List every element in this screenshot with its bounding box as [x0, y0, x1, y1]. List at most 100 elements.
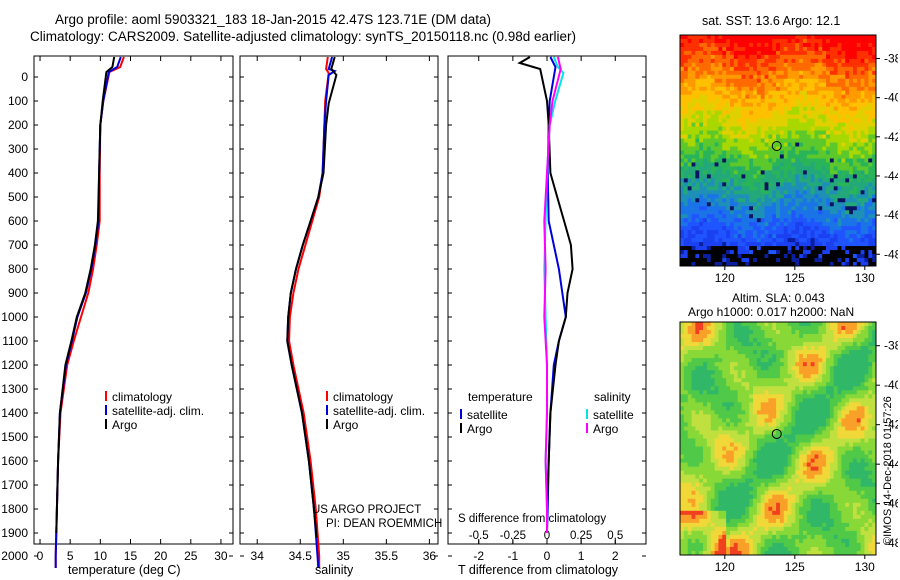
sst-map-cell: [753, 238, 758, 243]
sla-map-cell: [703, 454, 708, 459]
sst-map-cell: [826, 154, 831, 159]
sst-map-cell: [714, 246, 719, 251]
sst-map-cell: [779, 74, 785, 80]
sst-map-cell: [856, 194, 862, 199]
sst-map-cell: [822, 98, 827, 104]
sla-map-cell: [837, 374, 842, 379]
sst-map-cell: [703, 142, 708, 147]
sst-map-cell: [714, 170, 719, 175]
sst-map-cell: [687, 78, 692, 84]
depth-tick-label: 100: [8, 94, 28, 108]
sst-map-cell: [683, 262, 689, 267]
sla-map-cell: [714, 362, 719, 367]
sst-map-cell: [806, 74, 812, 80]
sst-map-cell: [837, 170, 842, 175]
sla-map-cell: [860, 410, 865, 415]
sst-map-cell: [845, 170, 850, 175]
sla-map-cell: [802, 434, 808, 439]
sla-map-cell: [837, 414, 842, 419]
sst-map-cell: [810, 130, 815, 135]
sst-map-cell: [845, 242, 850, 247]
sla-map-cell: [710, 442, 715, 447]
sst-map-cell: [687, 138, 692, 143]
sla-map-cell: [810, 398, 815, 403]
sst-map-cell: [802, 194, 808, 199]
sst-map-cell: [799, 234, 804, 239]
sst-map-cell: [718, 194, 723, 199]
sla-map-cell: [680, 418, 685, 423]
sst-map-cell: [818, 42, 823, 48]
sst-map-cell: [680, 262, 685, 267]
sst-map-cell: [864, 254, 869, 259]
sst-map-cell: [753, 58, 758, 64]
sla-map-cell: [806, 418, 812, 423]
sla-map-cell: [868, 446, 873, 451]
s-diff-xtick-label: 0.25: [570, 530, 592, 542]
sst-map-cell: [849, 242, 854, 247]
sla-map-cell: [849, 386, 854, 391]
sst-map-cell: [783, 142, 788, 147]
sst-map-cell: [856, 154, 862, 159]
sst-map-cell: [787, 166, 792, 171]
sla-map-cell: [787, 422, 792, 427]
sst-map-cell: [795, 154, 800, 159]
sst-map-cell: [822, 50, 827, 56]
sst-map-cell: [710, 150, 715, 155]
sla-map-cell: [691, 378, 696, 383]
sla-map-cell: [868, 438, 873, 443]
sst-map-cell: [776, 90, 781, 96]
sst-map-cell: [872, 130, 877, 135]
sla-map-cell: [787, 382, 792, 387]
sla-map-cell: [852, 370, 858, 375]
sst-map-cell: [726, 98, 731, 104]
sst-map-cell: [680, 94, 685, 100]
sla-map-cell: [722, 366, 727, 371]
sst-map-cell: [829, 162, 835, 167]
sst-map-cell: [849, 210, 854, 215]
sst-map-ytick-label: -40: [884, 91, 898, 105]
sst-map-cell: [768, 158, 773, 163]
sst-map-cell: [868, 166, 873, 171]
sst-map-cell: [841, 38, 846, 44]
sst-map-cell: [714, 146, 719, 151]
sst-map-cell: [852, 238, 858, 243]
sla-map-cell: [822, 454, 827, 459]
sla-map-cell: [737, 450, 742, 455]
sst-map-cell: [841, 70, 846, 76]
sst-map-cell: [822, 186, 827, 191]
sst-map-cell: [733, 254, 739, 259]
sst-map-cell: [795, 194, 800, 199]
sst-map-cell: [749, 90, 754, 96]
sst-map-cell: [864, 78, 869, 84]
sst-map-cell: [818, 178, 823, 183]
sla-map-cell: [683, 442, 689, 447]
sla-map-cell: [764, 398, 769, 403]
sla-map-cell: [829, 434, 835, 439]
sla-map-cell: [695, 446, 700, 451]
sst-map-cell: [706, 258, 712, 263]
sst-map-cell: [856, 98, 862, 104]
sst-map-cell: [802, 222, 808, 227]
sst-map-cell: [776, 130, 781, 135]
sla-map-cell: [841, 346, 846, 351]
sst-map-cell: [745, 154, 750, 159]
sla-map-cell: [741, 422, 746, 427]
sla-map-cell: [741, 354, 746, 359]
sst-map-cell: [814, 66, 819, 72]
sla-map-cell: [741, 330, 746, 335]
sst-map-cell: [772, 202, 777, 207]
sla-map-cell: [826, 338, 831, 343]
sla-map-cell: [695, 334, 700, 339]
sst-map-cell: [802, 234, 808, 239]
sst-map-cell: [864, 210, 869, 215]
sst-map-cell: [806, 206, 812, 211]
sst-map-cell: [829, 102, 835, 108]
sla-map-cell: [737, 426, 742, 431]
sst-map-cell: [833, 146, 838, 151]
sst-map-cell: [829, 86, 835, 92]
sst-map-cell: [741, 258, 746, 263]
sst-map-cell: [806, 106, 812, 112]
sst-map-cell: [852, 250, 858, 255]
sla-map-cell: [841, 330, 846, 335]
sst-map-cell: [691, 142, 696, 147]
